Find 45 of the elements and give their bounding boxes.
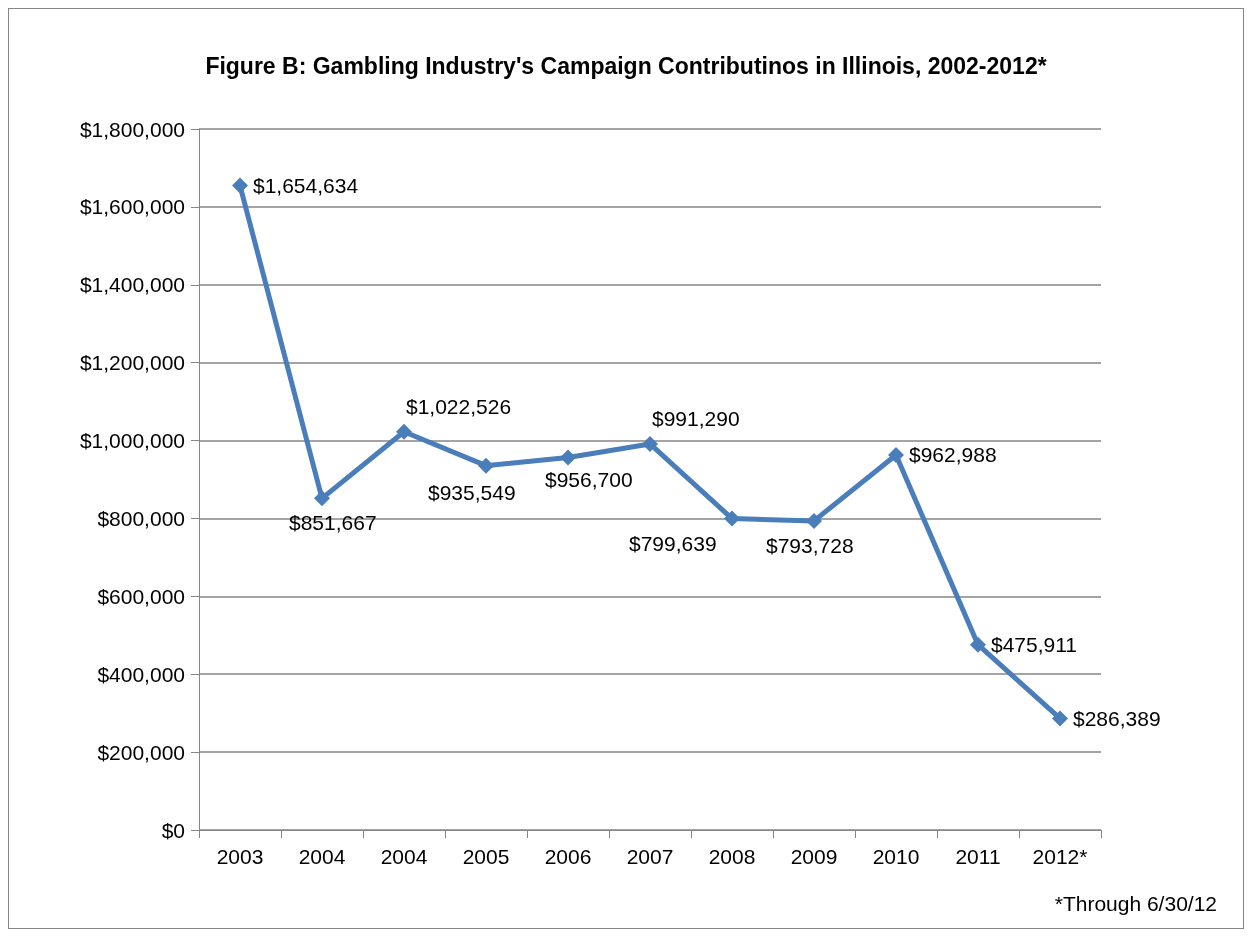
x-tick-label: 2011 [955, 845, 1001, 868]
x-tick-label: 2007 [626, 845, 674, 868]
y-tick-label: $1,400,000 [79, 273, 185, 297]
data-label: $935,549 [428, 480, 516, 504]
data-label: $475,911 [991, 633, 1078, 657]
y-tick-label: $1,000,000 [79, 429, 185, 453]
data-label: $799,639 [629, 531, 717, 555]
data-label: $851,667 [289, 511, 377, 535]
point [232, 177, 248, 194]
y-tick-label: $1,600,000 [79, 195, 185, 219]
data-label: $286,389 [1073, 706, 1161, 730]
x-tick-label: 2005 [462, 845, 510, 868]
data-label: $956,700 [545, 468, 633, 492]
data-label: $1,022,526 [406, 394, 512, 418]
x-tick-label: 2010 [872, 845, 920, 868]
y-tick-label: $800,000 [97, 506, 185, 530]
y-tick-label: $0 [161, 818, 185, 842]
data-label: $962,988 [909, 443, 997, 467]
x-tick-label: 2004 [380, 845, 428, 868]
point [806, 512, 822, 529]
chart-title: Figure B: Gambling Industry's Campaign Contributinos in Illinois, 2002-2012* [205, 52, 1047, 79]
x-tick-label: 2003 [216, 845, 264, 868]
y-tick-label: $1,800,000 [79, 117, 185, 141]
point [888, 446, 904, 463]
x-tick-label: 2006 [544, 845, 592, 868]
y-tick-label: $400,000 [97, 662, 185, 686]
data-label: $1,654,634 [253, 174, 359, 198]
point [396, 423, 412, 440]
y-tick-label: $200,000 [97, 740, 185, 764]
data-label: $991,290 [652, 406, 740, 430]
point [724, 510, 740, 527]
point [642, 435, 658, 452]
y-tick-label: $1,200,000 [79, 351, 185, 375]
point [970, 636, 986, 653]
point [1052, 710, 1068, 727]
data-label: $793,728 [766, 533, 854, 557]
point [478, 457, 494, 474]
x-tick-label: 2009 [790, 845, 838, 868]
x-tick-label: 2004 [298, 845, 346, 868]
y-tick-label: $600,000 [97, 584, 185, 608]
x-tick-label: 2012* [1032, 845, 1088, 868]
text: *Through 6/30/12 [1054, 892, 1218, 915]
point [560, 449, 576, 466]
point [314, 490, 330, 507]
x-tick-label: 2008 [708, 845, 756, 868]
